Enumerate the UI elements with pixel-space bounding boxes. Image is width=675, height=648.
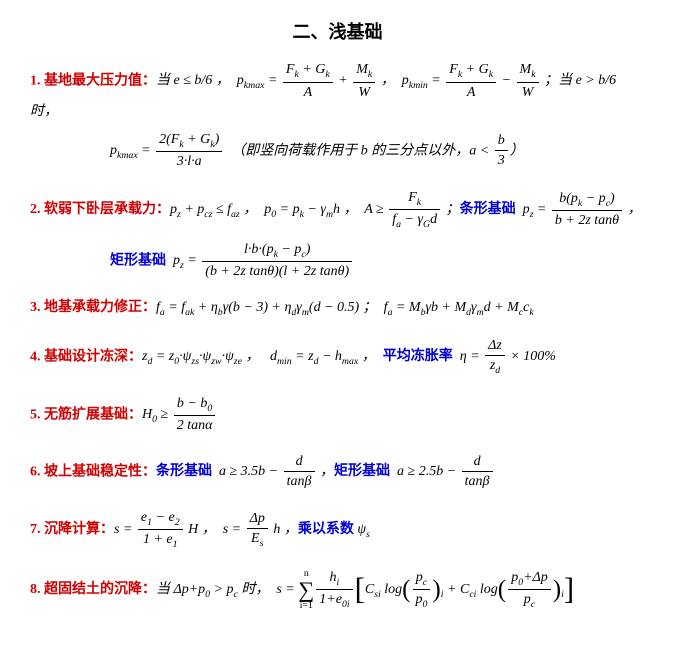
formula-line: 8. 超固结土的沉降：当 Δp+p0 > pc 时， s = n∑i=1hi1+… (30, 568, 645, 612)
item-heading: 坡上基础稳定性： (44, 464, 156, 479)
item-number: 2. (30, 202, 44, 217)
item-heading: 沉降计算： (44, 522, 114, 537)
items-list: 1. 基地最大压力值：当 e ≤ b/6 ， pkmax = Fk + GkA … (30, 60, 645, 612)
formula-item: 6. 坡上基础稳定性：条形基础 a ≥ 3.5b − dtanβ ，矩形基础 a… (30, 452, 645, 492)
item-number: 4. (30, 349, 44, 364)
formula-item: 8. 超固结土的沉降：当 Δp+p0 > pc 时， s = n∑i=1hi1+… (30, 568, 645, 612)
item-number: 3. (30, 300, 44, 315)
formula-line: 1. 基地最大压力值：当 e ≤ b/6 ， pkmax = Fk + GkA … (30, 60, 645, 122)
formula-line: 5. 无筋扩展基础：H0 ≥ b − b02 tanα (30, 394, 645, 436)
item-heading: 软弱下卧层承载力： (44, 202, 170, 217)
formula-item: 4. 基础设计冻深：zd = z0·ψzs·ψzw·ψze ， dmin = z… (30, 336, 645, 378)
item-continuation: pkmax = 2(Fk + Gk)3·l·a （即竖向荷载作用于 b 的三分点… (110, 130, 645, 172)
item-body: zd = z0·ψzs·ψzw·ψze ， dmin = zd − hmax ，… (142, 349, 556, 364)
item-heading: 基础设计冻深： (44, 349, 142, 364)
item-heading: 超固结土的沉降： (44, 582, 156, 597)
item-body: 条形基础 a ≥ 3.5b − dtanβ ，矩形基础 a ≥ 2.5b − d… (156, 464, 495, 479)
item-body: s = e1 − e21 + e1 H ， s = ΔpEs h ，乘以系数 ψ… (114, 522, 370, 537)
formula-item: 2. 软弱下卧层承载力：pz + pcz ≤ faz ， p0 = pk − γ… (30, 188, 645, 282)
formula-item: 1. 基地最大压力值：当 e ≤ b/6 ， pkmax = Fk + GkA … (30, 60, 645, 172)
item-body: pz + pcz ≤ faz ， p0 = pk − γmh ， A ≥ Fkf… (170, 202, 642, 217)
item-number: 6. (30, 464, 44, 479)
item-body: fa = fak + ηbγ(b − 3) + ηdγm(d − 0.5) ； … (156, 300, 534, 315)
page-title: 二、浅基础 (30, 20, 645, 45)
item-number: 8. (30, 582, 44, 597)
formula-line: 7. 沉降计算：s = e1 − e21 + e1 H ， s = ΔpEs h… (30, 508, 645, 552)
item-heading: 基地最大压力值： (44, 73, 156, 88)
formula-line: 2. 软弱下卧层承载力：pz + pcz ≤ faz ， p0 = pk − γ… (30, 188, 645, 232)
formula-line: 3. 地基承载力修正：fa = fak + ηbγ(b − 3) + ηdγm(… (30, 298, 645, 320)
formula-item: 5. 无筋扩展基础：H0 ≥ b − b02 tanα (30, 394, 645, 436)
item-continuation: 矩形基础 pz = l·b·(pk − pc)(b + 2z tanθ)(l +… (110, 240, 645, 282)
item-number: 1. (30, 73, 44, 88)
item-body: H0 ≥ b − b02 tanα (142, 407, 217, 422)
item-number: 7. (30, 522, 44, 537)
item-number: 5. (30, 407, 44, 422)
item-body: 当 Δp+p0 > pc 时， s = n∑i=1hi1+e0i[Csi log… (156, 582, 574, 597)
item-heading: 无筋扩展基础： (44, 407, 142, 422)
formula-line: 6. 坡上基础稳定性：条形基础 a ≥ 3.5b − dtanβ ，矩形基础 a… (30, 452, 645, 492)
formula-item: 7. 沉降计算：s = e1 − e21 + e1 H ， s = ΔpEs h… (30, 508, 645, 552)
formula-line: 4. 基础设计冻深：zd = z0·ψzs·ψzw·ψze ， dmin = z… (30, 336, 645, 378)
item-heading: 地基承载力修正： (44, 300, 156, 315)
formula-item: 3. 地基承载力修正：fa = fak + ηbγ(b − 3) + ηdγm(… (30, 298, 645, 320)
